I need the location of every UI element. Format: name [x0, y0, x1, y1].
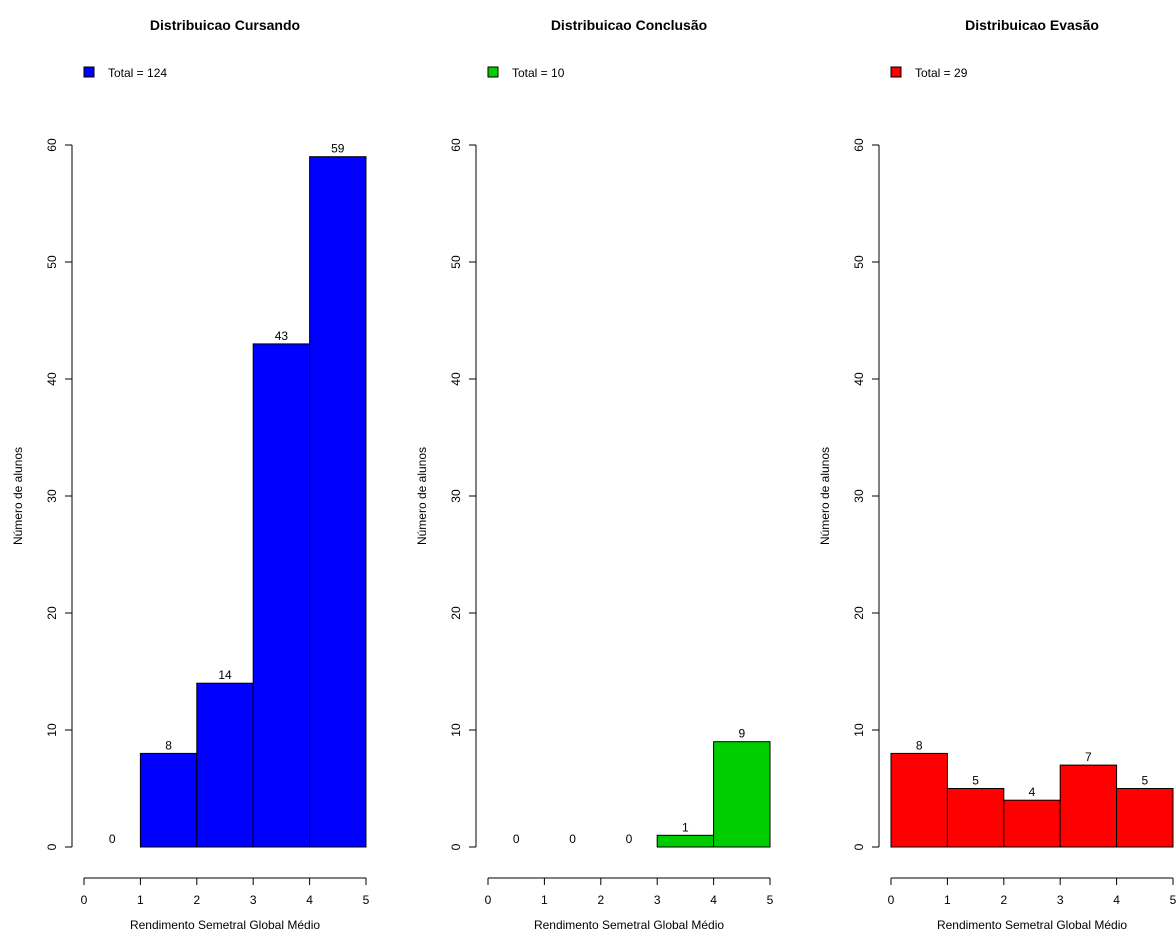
- bar-value-label: 9: [738, 727, 745, 741]
- chart-title: Distribuicao Conclusão: [551, 17, 707, 33]
- histogram-bar: [890, 752, 948, 848]
- bar-value-label: 8: [916, 738, 923, 752]
- histogram-bar: [1116, 788, 1174, 848]
- y-axis-label: Número de alunos: [11, 447, 25, 545]
- histogram-bar: [252, 343, 311, 848]
- x-tick-label: 4: [1113, 893, 1120, 907]
- legend-swatch: [487, 66, 499, 78]
- bar-value-label: 0: [109, 832, 116, 846]
- x-tick-label: 0: [81, 893, 88, 907]
- y-tick-label: 10: [45, 723, 59, 737]
- x-tick-label: 5: [767, 893, 774, 907]
- bar-value-label: 5: [1141, 774, 1148, 788]
- bar-value-label: 0: [626, 832, 633, 846]
- histogram-bar: [139, 752, 198, 848]
- x-tick-label: 3: [654, 893, 661, 907]
- x-tick-label: 2: [597, 893, 604, 907]
- x-tick-label: 5: [1170, 893, 1176, 907]
- histogram-bar: [309, 156, 367, 848]
- legend-label: Total = 10: [512, 66, 565, 80]
- y-tick-label: 50: [852, 255, 866, 269]
- histogram-bar: [946, 788, 1005, 848]
- bar-value-label: 4: [1029, 785, 1036, 799]
- y-axis-label: Número de alunos: [415, 447, 429, 545]
- y-tick-label: 0: [449, 843, 463, 850]
- y-tick-label: 20: [852, 606, 866, 620]
- bar-value-label: 0: [513, 832, 520, 846]
- y-tick-label: 20: [45, 606, 59, 620]
- x-tick-label: 5: [363, 893, 370, 907]
- histogram-bar: [713, 741, 771, 848]
- y-tick-label: 50: [45, 255, 59, 269]
- x-tick-label: 3: [250, 893, 257, 907]
- x-tick-label: 1: [944, 893, 951, 907]
- x-tick-label: 4: [710, 893, 717, 907]
- y-tick-label: 10: [449, 723, 463, 737]
- histogram-bar: [1003, 799, 1061, 848]
- y-tick-label: 30: [45, 489, 59, 503]
- x-axis-label: Rendimento Semetral Global Médio: [534, 918, 724, 932]
- y-axis-label: Número de alunos: [818, 447, 832, 545]
- y-tick-label: 60: [852, 138, 866, 152]
- bar-value-label: 0: [569, 832, 576, 846]
- histogram-bar: [656, 834, 715, 848]
- bar-value-label: 14: [218, 668, 232, 682]
- x-tick-label: 1: [137, 893, 144, 907]
- x-tick-label: 2: [193, 893, 200, 907]
- x-tick-label: 1: [541, 893, 548, 907]
- x-tick-label: 2: [1000, 893, 1007, 907]
- y-tick-label: 0: [852, 843, 866, 850]
- y-tick-label: 40: [45, 372, 59, 386]
- y-tick-label: 50: [449, 255, 463, 269]
- x-tick-label: 0: [888, 893, 895, 907]
- bar-value-label: 1: [682, 820, 689, 834]
- bar-value-label: 8: [165, 738, 172, 752]
- histogram-bar: [196, 682, 254, 848]
- legend-label: Total = 124: [108, 66, 167, 80]
- legend-label: Total = 29: [915, 66, 968, 80]
- histogram-bar: [1059, 764, 1118, 848]
- x-axis-label: Rendimento Semetral Global Médio: [937, 918, 1127, 932]
- chart-title: Distribuicao Evasão: [965, 17, 1099, 33]
- x-tick-label: 4: [306, 893, 313, 907]
- legend-swatch: [83, 66, 95, 78]
- legend-swatch: [890, 66, 902, 78]
- y-tick-label: 30: [449, 489, 463, 503]
- bar-value-label: 5: [972, 774, 979, 788]
- y-tick-label: 60: [45, 138, 59, 152]
- y-tick-label: 40: [449, 372, 463, 386]
- x-tick-label: 0: [485, 893, 492, 907]
- y-tick-label: 20: [449, 606, 463, 620]
- y-tick-label: 40: [852, 372, 866, 386]
- bar-value-label: 59: [331, 142, 345, 156]
- bar-value-label: 43: [275, 329, 289, 343]
- y-tick-label: 0: [45, 843, 59, 850]
- x-tick-label: 3: [1057, 893, 1064, 907]
- chart-title: Distribuicao Cursando: [150, 17, 300, 33]
- y-tick-label: 30: [852, 489, 866, 503]
- y-tick-label: 60: [449, 138, 463, 152]
- bar-value-label: 7: [1085, 750, 1092, 764]
- x-axis-label: Rendimento Semetral Global Médio: [130, 918, 320, 932]
- y-tick-label: 10: [852, 723, 866, 737]
